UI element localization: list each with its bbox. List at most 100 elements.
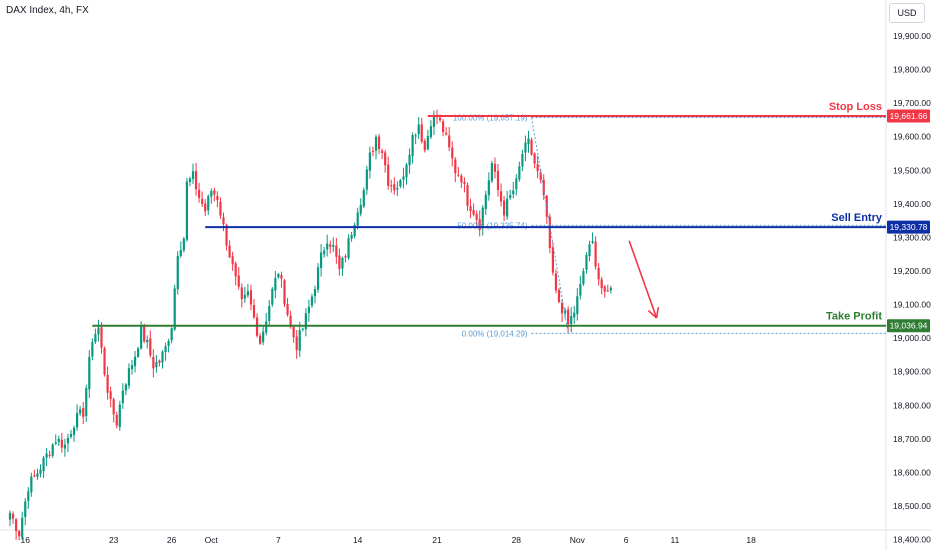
candle-body <box>475 213 478 220</box>
candle-body <box>176 256 179 290</box>
candle-body <box>594 241 597 267</box>
chart-title: DAX Index, 4h, FX <box>6 5 89 16</box>
candle-body <box>265 321 268 333</box>
fib-level-label: 0.00% (19,014.29) <box>462 329 528 338</box>
candle-body <box>118 404 121 427</box>
fib-level-label: 50.00% (19,335.74) <box>457 221 528 230</box>
candle-body <box>567 309 570 325</box>
price-tag <box>887 319 930 333</box>
candle-body <box>222 217 225 225</box>
candle-body <box>121 390 124 404</box>
candle-body <box>390 185 393 187</box>
y-tick-label: 19,800.00 <box>893 65 931 75</box>
candle-body <box>536 164 539 172</box>
candle-body <box>243 294 246 299</box>
candle-body <box>237 275 240 287</box>
candle-body <box>460 175 463 183</box>
candle-body <box>414 135 417 137</box>
candle-body <box>377 136 381 150</box>
candle-body <box>484 194 487 210</box>
candle-body <box>493 163 497 172</box>
candle-body <box>350 234 353 239</box>
candle-body <box>164 346 167 353</box>
candle-body <box>79 409 82 414</box>
candle-body <box>323 250 326 255</box>
candle-body <box>45 453 48 458</box>
candle-body <box>518 166 521 180</box>
fib-level-label: 100.00% (19,657.19) <box>453 114 528 123</box>
candle-body <box>463 181 466 184</box>
candle-body <box>216 195 219 201</box>
candle-body <box>606 290 609 292</box>
candle-body <box>280 275 283 279</box>
candle-body <box>344 256 347 258</box>
candle-body <box>545 195 548 217</box>
candle-body <box>27 491 30 502</box>
candle-body <box>539 172 542 181</box>
candle-body <box>579 284 582 296</box>
candle-body <box>103 348 106 375</box>
x-tick-label: 16 <box>21 535 31 545</box>
candle-body <box>198 189 201 198</box>
candle-body <box>396 187 399 190</box>
y-tick-label: 18,800.00 <box>893 400 931 410</box>
sell-entry-label: Sell Entry <box>831 212 883 224</box>
candle-body <box>182 238 185 251</box>
candle-body <box>82 407 85 417</box>
candle-body <box>149 338 152 356</box>
candle-body <box>33 475 36 477</box>
candle-body <box>228 245 231 258</box>
candle-body <box>63 444 66 449</box>
candle-body <box>609 287 612 291</box>
candle-body <box>140 325 143 349</box>
candle-body <box>472 210 475 215</box>
candle-body <box>283 280 286 305</box>
candle-body <box>24 501 27 518</box>
candle-body <box>85 388 88 417</box>
candle-body <box>423 140 426 151</box>
candle-body <box>591 241 594 243</box>
y-tick-label: 18,400.00 <box>893 535 931 545</box>
candle-body <box>374 136 378 151</box>
price-tag-label: 19,330.78 <box>890 222 928 232</box>
candle-body <box>499 191 503 202</box>
x-tick-label: Oct <box>205 535 219 545</box>
y-tick-label: 19,500.00 <box>893 165 931 175</box>
candle-body <box>347 238 350 258</box>
candle-body <box>564 310 567 314</box>
candle-body <box>469 206 472 212</box>
y-tick-label: 19,700.00 <box>893 98 931 108</box>
candle-body <box>438 117 442 121</box>
candle-body <box>304 313 307 330</box>
candle-body <box>94 334 97 342</box>
candle-body <box>496 170 500 191</box>
candle-body <box>262 331 265 343</box>
candle-body <box>106 374 109 393</box>
candle-body <box>11 513 15 519</box>
candle-body <box>69 434 73 437</box>
candle-body <box>582 270 585 285</box>
candle-body <box>18 530 21 537</box>
candle-body <box>115 414 118 426</box>
candle-body <box>588 244 591 256</box>
candle-body <box>274 278 277 291</box>
candle-body <box>124 384 127 391</box>
candle-body <box>597 267 600 280</box>
candle-body <box>335 245 338 257</box>
candle-body <box>521 154 524 167</box>
candle-body <box>329 244 332 247</box>
price-tag-label: 19,036.94 <box>890 321 928 331</box>
candle-body <box>429 126 432 138</box>
candle-body <box>194 171 198 190</box>
candle-body <box>48 454 51 456</box>
candle-body <box>57 438 60 443</box>
candle-body <box>368 152 371 171</box>
candle-body <box>387 164 390 186</box>
candle-body <box>231 256 234 265</box>
currency-button[interactable]: USD <box>889 3 925 23</box>
candle-body <box>277 273 280 278</box>
candle-body <box>72 427 76 435</box>
y-tick-label: 19,200.00 <box>893 266 931 276</box>
candle-body <box>252 304 256 318</box>
